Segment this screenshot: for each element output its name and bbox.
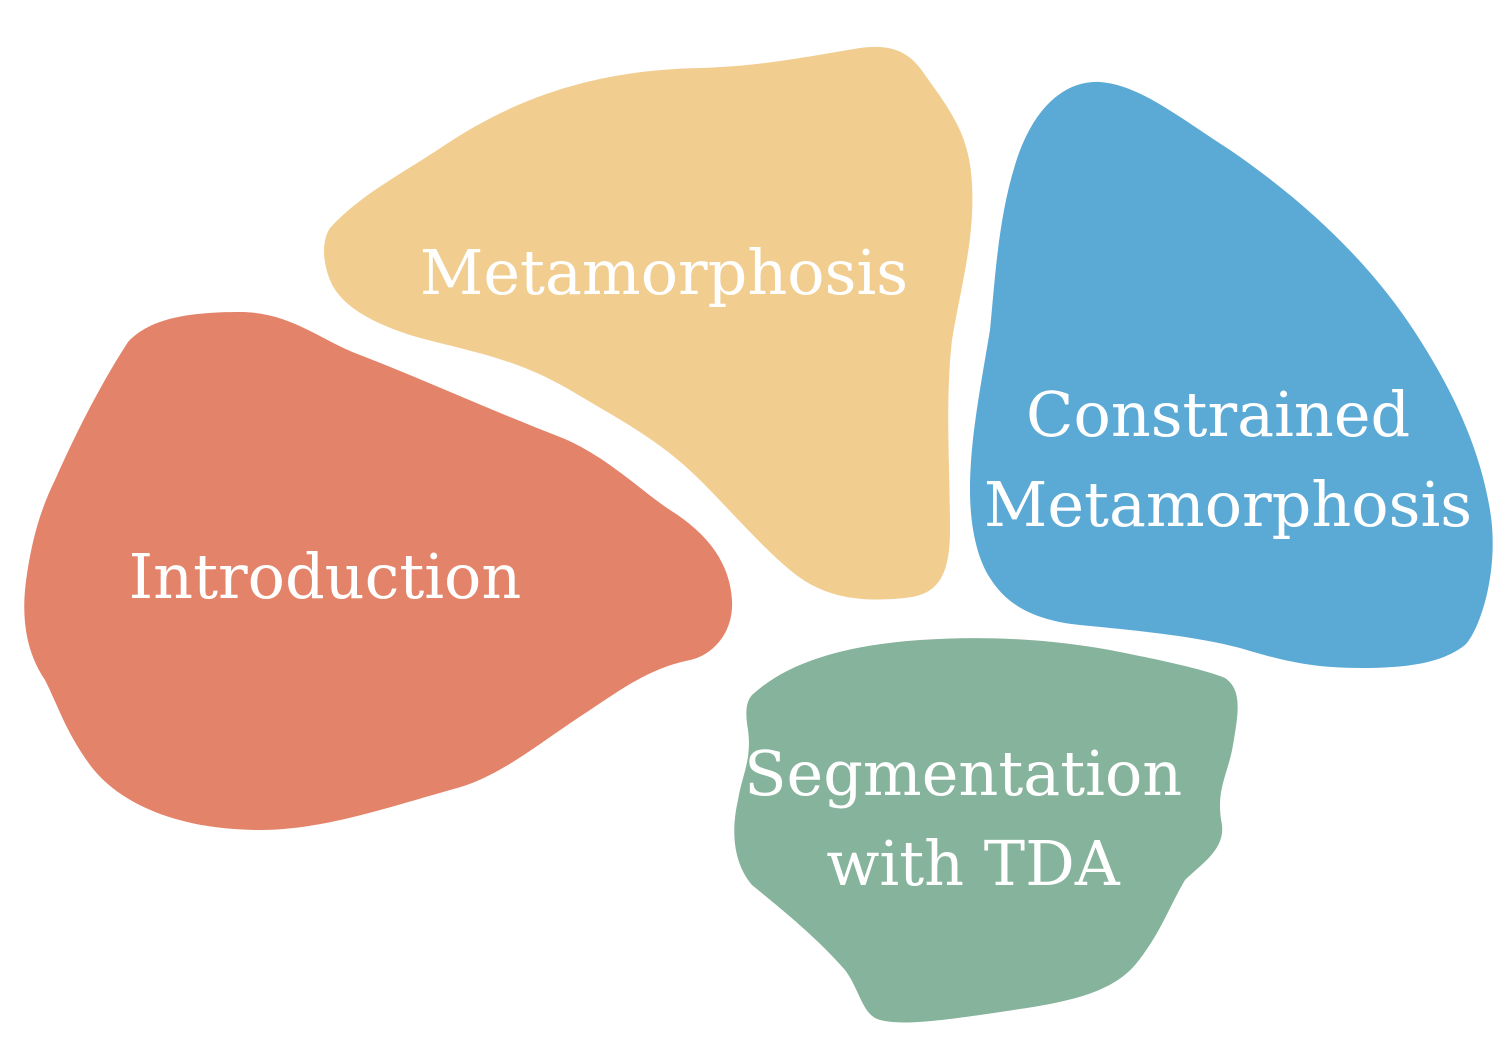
blob-constrained-metamorphosis[interactable]: Constrained Metamorphosis: [970, 81, 1493, 669]
blob-metamorphosis[interactable]: Metamorphosis: [324, 46, 973, 600]
blob-segmentation-with-tda-label-line-2: with TDA: [826, 827, 1121, 900]
blob-constrained-metamorphosis-label-line-2: Metamorphosis: [984, 468, 1472, 541]
svg-text:Segmentation with TDA: Segmentation with TDA: [744, 737, 1202, 900]
svg-text:Introduction: Introduction: [129, 540, 522, 613]
blob-metamorphosis-shape: [324, 46, 973, 600]
blob-metamorphosis-label-line-1: Metamorphosis: [420, 236, 908, 309]
blob-introduction[interactable]: Introduction: [24, 312, 733, 830]
svg-text:Metamorphosis: Metamorphosis: [420, 236, 908, 309]
blob-introduction-shape: [24, 312, 733, 830]
blob-segmentation-with-tda[interactable]: Segmentation with TDA: [734, 638, 1238, 1023]
blob-segmentation-with-tda-label-line-1: Segmentation: [744, 737, 1182, 810]
blob-segmentation-with-tda-shape: [734, 638, 1238, 1023]
blob-constrained-metamorphosis-shape: [970, 81, 1493, 669]
blob-constrained-metamorphosis-label-line-1: Constrained: [1026, 378, 1410, 451]
svg-text:Constrained Metamorphosi: Constrained Metamorphosis: [984, 378, 1472, 541]
blob-introduction-label-line-1: Introduction: [129, 540, 522, 613]
